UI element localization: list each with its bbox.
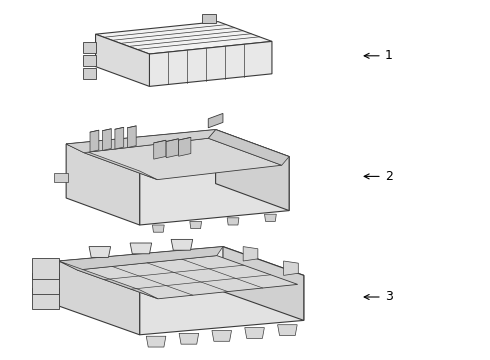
Text: 1: 1 bbox=[364, 49, 392, 62]
Polygon shape bbox=[77, 256, 298, 299]
Polygon shape bbox=[32, 258, 59, 279]
Text: 2: 2 bbox=[364, 170, 392, 183]
Polygon shape bbox=[32, 288, 59, 309]
Polygon shape bbox=[179, 333, 199, 344]
Polygon shape bbox=[96, 34, 149, 86]
Polygon shape bbox=[223, 247, 304, 320]
Polygon shape bbox=[171, 239, 193, 250]
Polygon shape bbox=[66, 144, 157, 180]
Polygon shape bbox=[202, 14, 216, 23]
Polygon shape bbox=[59, 261, 140, 335]
Polygon shape bbox=[90, 130, 99, 152]
Polygon shape bbox=[66, 144, 140, 225]
Polygon shape bbox=[140, 275, 304, 335]
Polygon shape bbox=[83, 68, 96, 79]
Polygon shape bbox=[277, 325, 297, 336]
Polygon shape bbox=[59, 261, 158, 299]
Polygon shape bbox=[84, 138, 282, 180]
Polygon shape bbox=[115, 127, 123, 149]
Polygon shape bbox=[152, 225, 164, 232]
Polygon shape bbox=[140, 157, 289, 225]
Polygon shape bbox=[66, 130, 216, 153]
Polygon shape bbox=[32, 274, 59, 293]
Polygon shape bbox=[66, 130, 289, 171]
Polygon shape bbox=[83, 42, 96, 53]
Polygon shape bbox=[146, 336, 166, 347]
Polygon shape bbox=[190, 221, 201, 229]
Polygon shape bbox=[208, 113, 223, 128]
Polygon shape bbox=[154, 140, 166, 159]
Polygon shape bbox=[127, 126, 136, 148]
Polygon shape bbox=[83, 55, 96, 66]
Polygon shape bbox=[59, 247, 304, 290]
Polygon shape bbox=[216, 130, 289, 211]
Polygon shape bbox=[149, 41, 272, 86]
Polygon shape bbox=[208, 130, 289, 165]
Polygon shape bbox=[243, 247, 258, 261]
Polygon shape bbox=[96, 22, 272, 54]
Polygon shape bbox=[212, 330, 232, 341]
Polygon shape bbox=[245, 328, 265, 338]
Polygon shape bbox=[166, 139, 178, 158]
Polygon shape bbox=[102, 129, 111, 150]
Polygon shape bbox=[179, 138, 191, 156]
Polygon shape bbox=[265, 214, 276, 221]
Polygon shape bbox=[89, 247, 111, 257]
Polygon shape bbox=[54, 173, 68, 182]
Polygon shape bbox=[59, 247, 223, 270]
Text: 3: 3 bbox=[364, 291, 392, 303]
Polygon shape bbox=[227, 218, 239, 225]
Polygon shape bbox=[130, 243, 152, 254]
Polygon shape bbox=[284, 261, 298, 275]
